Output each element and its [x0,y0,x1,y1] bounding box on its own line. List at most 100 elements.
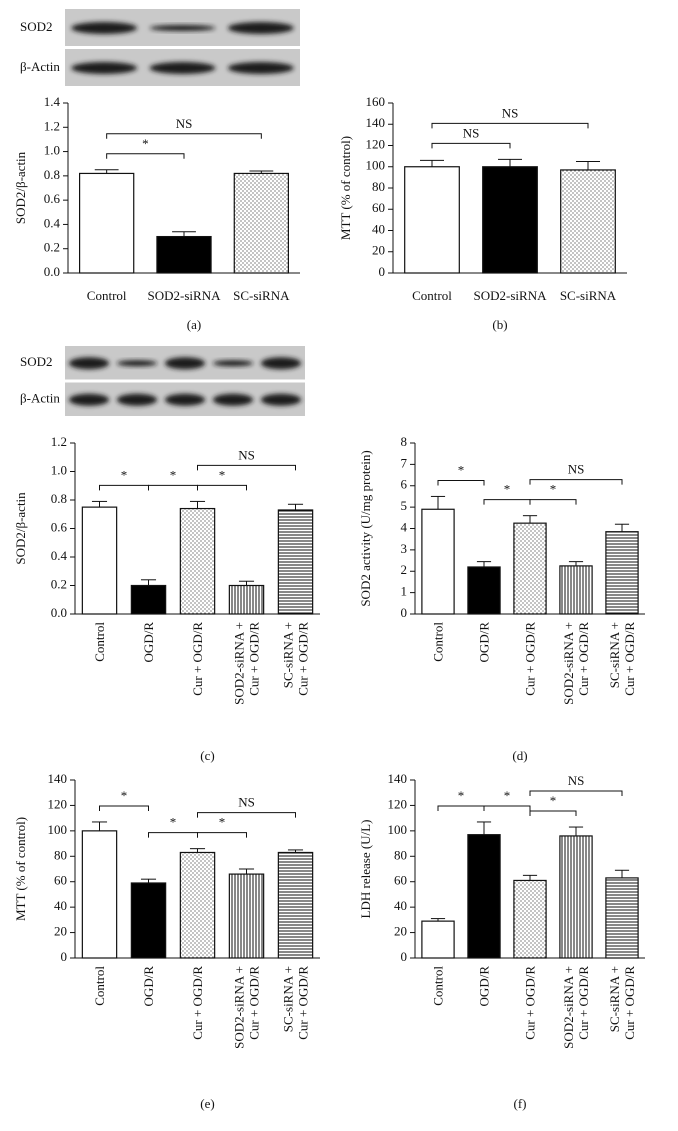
x-tick-label-line: Cur + OGD/R [247,622,262,696]
y-tick-label: 0.6 [44,191,61,206]
y-tick-label: 1.2 [51,434,67,449]
y-tick-label: 20 [54,924,67,939]
blot-band [116,360,158,367]
significance-bracket [197,484,247,491]
x-tick-label: OGD/R [141,966,156,1007]
significance-label: NS [238,447,255,462]
blot-band [71,62,138,74]
y-tick-label: 3 [401,541,408,556]
blot-band [149,62,216,74]
x-tick-label-line: OGD/R [141,966,156,1007]
y-tick-label: 5 [401,498,408,513]
y-tick-label: 7 [401,455,408,470]
panel-label: (f) [514,1096,527,1111]
y-tick-label: 2 [401,562,408,577]
y-tick-label: 60 [54,873,67,888]
x-tick-label: Control [412,288,452,303]
significance-label: * [504,482,511,497]
significance-label: NS [568,462,585,477]
significance-label: NS [463,125,480,140]
x-tick-label-line: SOD2-siRNA + [561,622,576,705]
y-tick-label: 160 [366,94,386,109]
significance-label: * [219,815,226,830]
x-tick-label: SC-siRNA [560,288,617,303]
y-tick-label: 140 [388,771,408,786]
x-tick-label: Control [92,622,107,662]
x-tick-label: SOD2-siRNA +Cur + OGD/R [561,622,591,705]
blot-band [227,62,294,74]
x-tick-label-line: Control [92,966,107,1006]
blot-band [164,357,206,370]
significance-bracket [529,479,623,485]
blot-band [68,393,110,406]
x-tick-label-line: Cur + OGD/R [522,622,537,696]
significance-bracket [106,133,262,139]
x-tick-label-line: Control [92,622,107,662]
bar [513,522,547,615]
y-tick-label: 0.2 [44,240,60,255]
significance-bracket [148,832,198,838]
bar [421,508,455,615]
x-tick-label: OGD/R [476,966,491,1007]
y-axis-label: LDH release (U/L) [358,820,373,919]
significance-label: * [121,467,128,482]
significance-label: * [170,467,177,482]
significance-label: * [550,482,557,497]
bar [78,172,135,274]
y-axis-label: SOD2/β-actin [13,151,28,224]
x-tick-label: SOD2-siRNA [474,288,548,303]
significance-bracket [529,790,623,797]
y-axis-label: MTT (% of control) [338,136,353,240]
blot-band [116,393,158,406]
significance-bracket [106,153,185,159]
bar [228,873,265,959]
significance-bracket [197,812,296,818]
x-tick-label: SC-siRNA +Cur + OGD/R [281,622,311,696]
x-tick-label: SC-siRNA [233,288,290,303]
x-tick-label-line: Cur + OGD/R [190,622,205,696]
y-tick-label: 0 [61,949,68,964]
significance-label: NS [176,116,193,131]
significance-label: NS [568,773,585,788]
significance-bracket [99,484,149,491]
x-tick-label: SC-siRNA +Cur + OGD/R [281,966,311,1040]
blot-band [260,393,302,406]
blot-band [68,357,110,370]
significance-bracket [529,499,577,505]
y-tick-label: 120 [48,796,68,811]
x-tick-label-line: Control [430,966,445,1006]
y-tick-label: 140 [48,771,68,786]
x-tick-label: Cur + OGD/R [522,966,537,1040]
x-tick-label-line: SOD2-siRNA + [232,966,247,1049]
y-tick-label: 0.0 [51,605,67,620]
significance-label: * [219,467,226,482]
x-tick-label-line: Cur + OGD/R [522,966,537,1040]
bar [179,507,216,615]
x-tick-label-line: SC-siRNA + [607,966,622,1032]
bar [605,877,639,959]
significance-bracket [437,479,485,486]
y-tick-label: 80 [394,847,407,862]
x-tick-label-line: Cur + OGD/R [247,966,262,1040]
y-tick-label: 140 [366,115,386,130]
bar [228,584,265,615]
bar [277,851,314,959]
x-tick-label: Cur + OGD/R [190,966,205,1040]
blot-band [260,357,302,370]
y-tick-label: 0.8 [44,167,60,182]
y-tick-label: 0.4 [51,548,68,563]
y-axis-label: MTT (% of control) [13,817,28,921]
y-tick-label: 40 [372,221,385,236]
panel-label: (b) [492,317,507,332]
y-tick-label: 100 [366,158,386,173]
blot-label: β-Actin [20,391,60,406]
y-tick-label: 8 [401,434,408,449]
y-tick-label: 20 [372,243,385,258]
significance-bracket [197,832,247,838]
x-tick-label: Cur + OGD/R [190,622,205,696]
x-tick-label: SOD2-siRNA +Cur + OGD/R [232,966,262,1049]
y-tick-label: 0.0 [44,264,60,279]
y-tick-label: 1 [401,584,408,599]
significance-label: * [170,815,177,830]
x-tick-label: Control [87,288,127,303]
